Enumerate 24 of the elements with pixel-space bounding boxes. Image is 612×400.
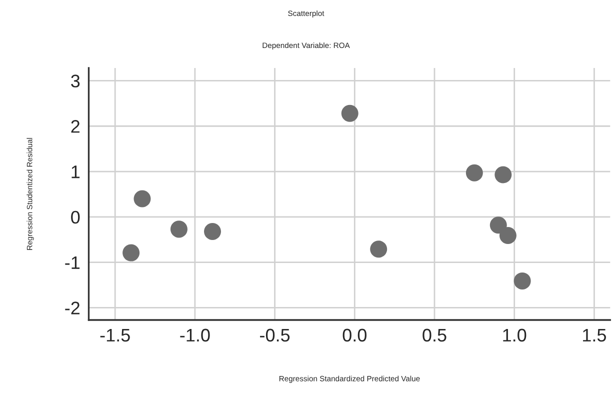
x-tick-label: -0.5 — [260, 328, 290, 342]
x-tick-label: 0.5 — [422, 328, 446, 342]
point — [341, 104, 358, 122]
x-tick-label: 1.0 — [503, 328, 526, 342]
y-tick-label: -1 — [65, 256, 80, 269]
point — [134, 190, 151, 208]
point — [499, 227, 516, 244]
y-tick-label: 0 — [71, 210, 80, 224]
y-tick-label: 3 — [71, 74, 80, 88]
point — [370, 240, 388, 258]
point — [490, 216, 507, 234]
point — [170, 220, 188, 238]
x-tick-label: 1.5 — [583, 328, 606, 342]
point — [204, 222, 222, 240]
point — [466, 164, 483, 182]
x-tick-label: -1.0 — [180, 328, 210, 342]
y-tick-label: 1 — [72, 166, 80, 178]
point — [514, 272, 531, 290]
point — [122, 244, 140, 262]
x-tick-label: -1.5 — [100, 328, 130, 342]
y-tick-label: -2 — [65, 302, 80, 314]
y-tick-label: 2 — [71, 120, 80, 133]
x-tick-label: 0.0 — [342, 328, 366, 342]
point — [494, 166, 512, 184]
